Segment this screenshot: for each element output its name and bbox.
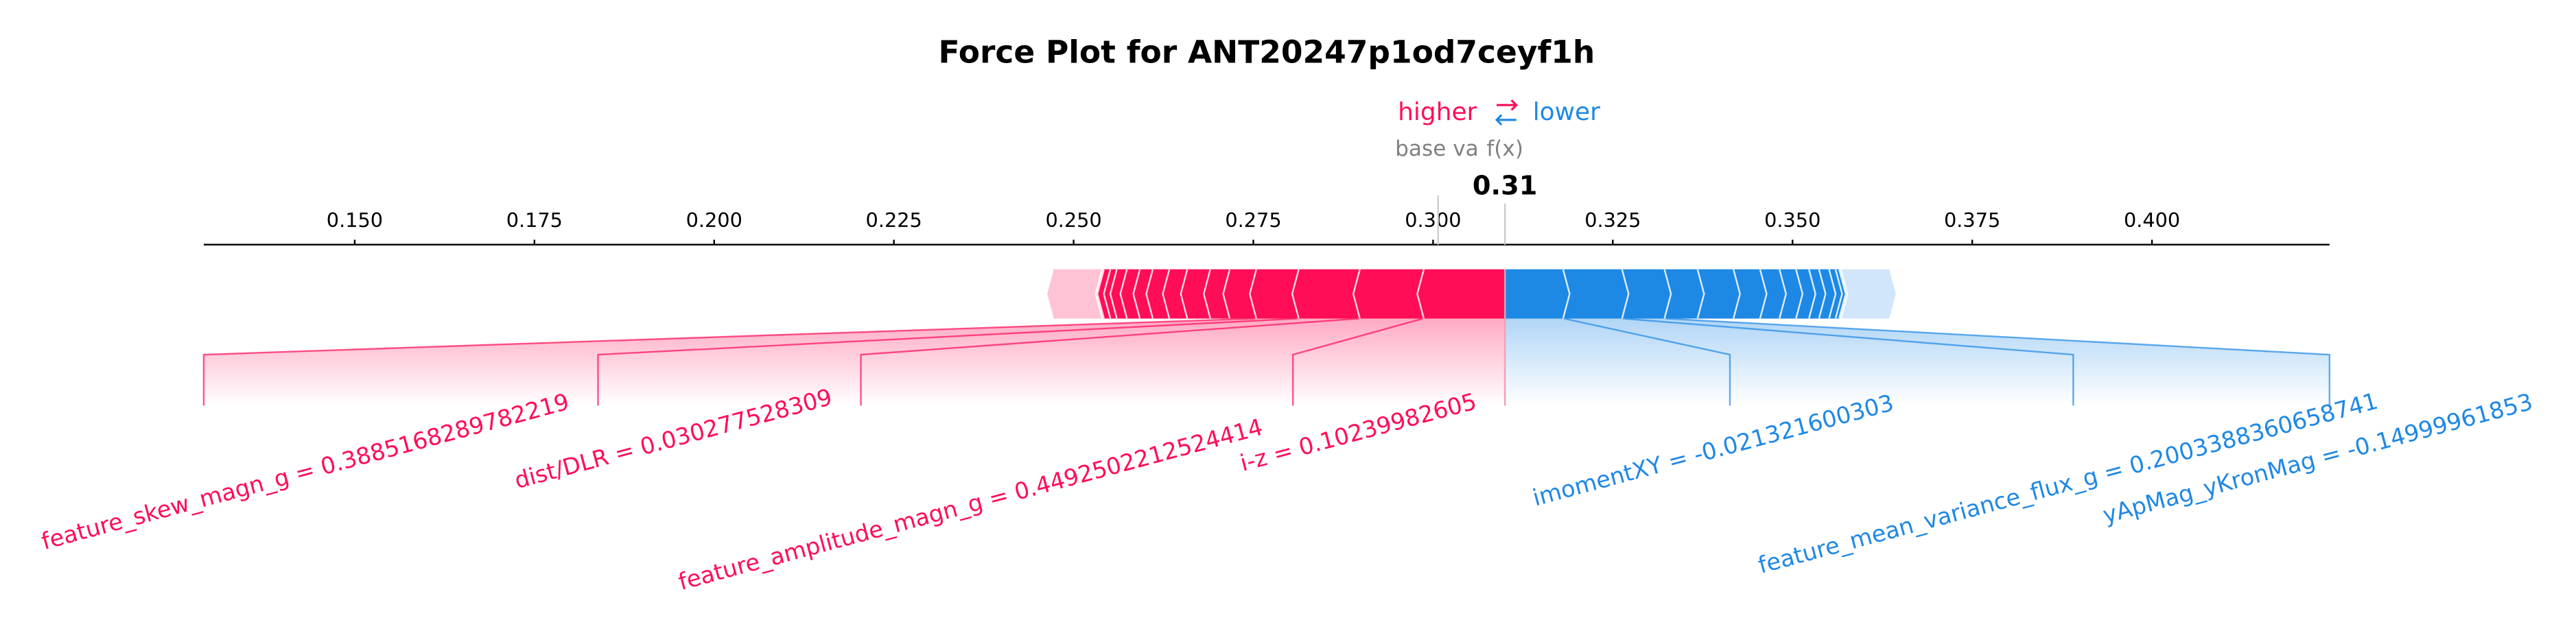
force-segment: [1103, 269, 1116, 319]
legend-lower: lower: [1533, 98, 1600, 126]
force-segment: [1829, 269, 1843, 319]
force-segment: [1291, 269, 1359, 319]
tail: [1047, 269, 1103, 319]
x-tick-label: 0.375: [1944, 208, 2000, 232]
force-segment: [1665, 269, 1705, 319]
connector-fill: [1564, 318, 2074, 406]
connector-fill: [1622, 318, 2330, 406]
force-segment: [1180, 269, 1210, 319]
x-tick-label: 0.275: [1225, 208, 1281, 232]
output-label: f(x): [1486, 136, 1523, 161]
force-segment: [1162, 269, 1187, 319]
force-segment: [1780, 269, 1804, 319]
connector-fill: [1505, 318, 1731, 406]
force-segment: [1622, 269, 1672, 319]
x-tick-label: 0.400: [2124, 208, 2180, 232]
force-segment: [1416, 269, 1506, 319]
force-segment: [1203, 269, 1229, 319]
x-tick-label: 0.350: [1764, 208, 1820, 232]
base-value-label: base va: [1395, 136, 1479, 161]
force-segment: [1698, 269, 1741, 319]
feature-label: feature_amplitude_magn_g = 0.44925022125…: [675, 414, 1265, 595]
output-value: 0.31: [1473, 170, 1538, 201]
x-tick-label: 0.300: [1405, 208, 1461, 232]
force-segment: [1352, 269, 1423, 319]
force-segment: [1505, 269, 1571, 319]
connector-fill: [598, 318, 1359, 406]
feature-label: imomentXY = -0.021321600303: [1530, 389, 1896, 511]
x-tick-label: 0.150: [327, 208, 383, 232]
legend-higher: higher: [1398, 98, 1477, 126]
force-segment: [1222, 269, 1256, 319]
connector-fill: [203, 318, 1298, 406]
x-tick-label: 0.175: [506, 208, 563, 232]
x-tick-label: 0.225: [866, 208, 922, 232]
force-segment: [1734, 269, 1768, 319]
tail: [1840, 269, 1896, 319]
force-segment: [1096, 269, 1110, 319]
connector-fill: [860, 318, 1423, 406]
segment-separator: [1094, 269, 1105, 320]
legend-arrows: [1495, 99, 1518, 126]
connector-line: [1665, 318, 2331, 406]
force-segment: [1249, 269, 1298, 319]
x-tick-label: 0.250: [1045, 208, 1101, 232]
force-segment: [1564, 269, 1630, 319]
x-tick-label: 0.200: [686, 208, 742, 232]
feature-label: feature_skew_magn_g = 0.3885168289782219: [38, 388, 572, 555]
segment-separator: [1838, 269, 1849, 320]
force-segment: [1761, 269, 1788, 319]
chart-title: Force Plot for ANT20247p1od7ceyf1h: [938, 34, 1595, 71]
connector-line: [202, 318, 1256, 406]
force-segment: [1145, 269, 1169, 319]
x-tick-label: 0.325: [1584, 208, 1641, 232]
